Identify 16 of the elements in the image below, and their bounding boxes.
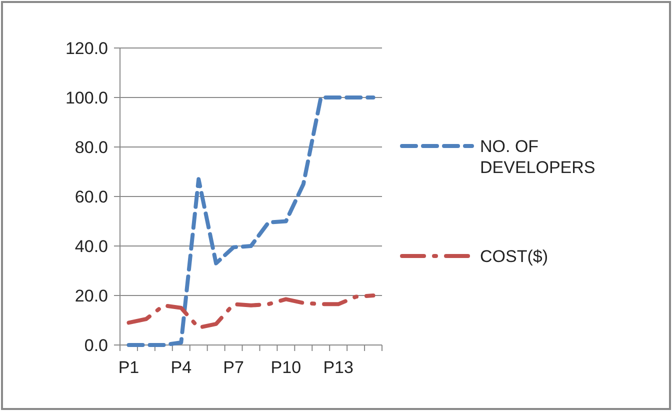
x-tick-label: P13 (323, 358, 354, 377)
line-series (126, 96, 376, 347)
x-tick-label: P7 (223, 358, 244, 377)
y-tick-label: 20.0 (74, 286, 108, 306)
y-tick-label: 40.0 (74, 236, 108, 256)
x-tick-label: P1 (118, 358, 140, 377)
y-tick-label: 80.0 (74, 138, 108, 157)
y-tick-label: 60.0 (74, 187, 108, 206)
legend-label: COST($) (480, 246, 548, 266)
x-tick-label: P10 (270, 358, 302, 377)
line-series (126, 294, 376, 330)
legend-label: NO. OF DEVELOPERS (480, 136, 596, 178)
y-tick-label: 100.0 (65, 88, 108, 108)
y-tick-label: 0.0 (84, 336, 108, 355)
y-tick-label: 120.0 (65, 38, 108, 58)
x-tick-label: P4 (170, 358, 192, 377)
